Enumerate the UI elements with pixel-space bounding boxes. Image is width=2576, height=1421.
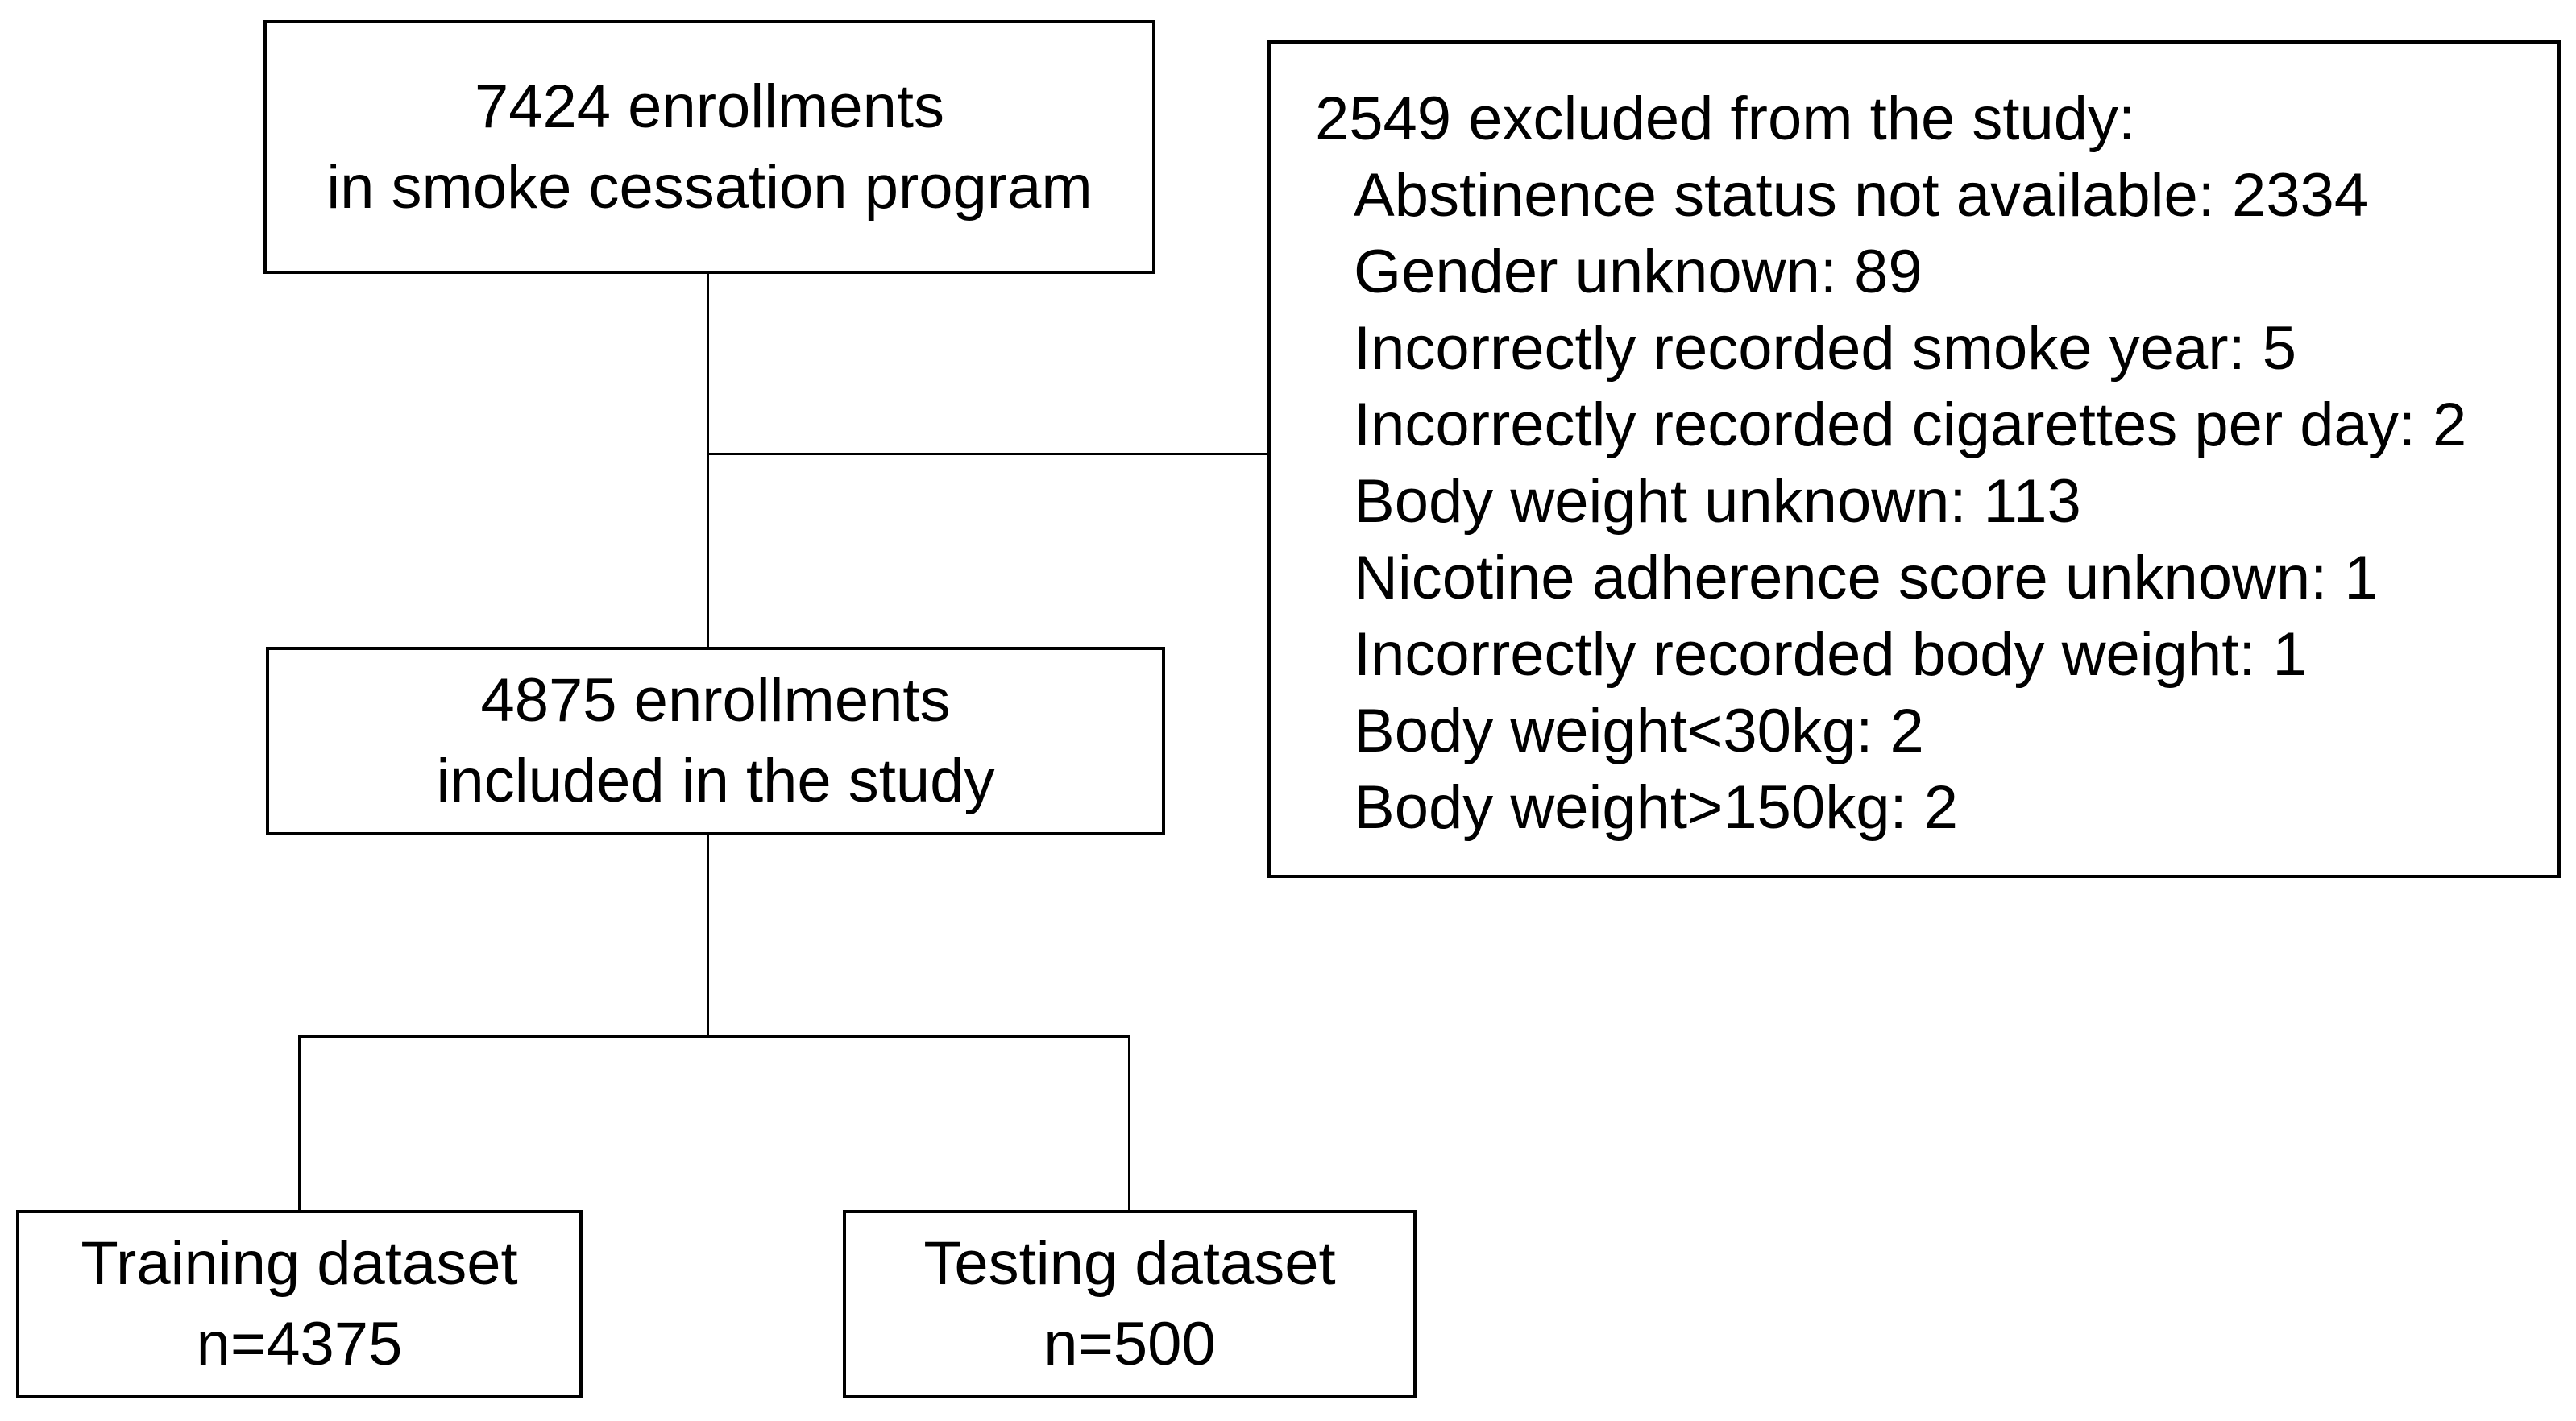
excluded-item: Incorrectly recorded body weight: 1 <box>1354 620 2307 689</box>
excluded-header: 2549 excluded from the study: <box>1315 85 2136 153</box>
connector-enrollments-to-included <box>707 272 709 648</box>
included-box: 4875 enrollments included in the study <box>266 647 1165 835</box>
excluded-item: Incorrectly recorded smoke year: 5 <box>1354 314 2297 383</box>
testing-line-1: Testing dataset <box>923 1229 1336 1298</box>
included-line-2: included in the study <box>436 747 995 815</box>
connector-branch-to-excluded <box>707 453 1267 455</box>
enrollments-line-1: 7424 enrollments <box>474 72 945 141</box>
testing-line-2: n=500 <box>1043 1310 1216 1378</box>
connector-included-to-split <box>707 835 709 1037</box>
enrollments-line-2: in smoke cessation program <box>326 152 1093 222</box>
excluded-item: Abstinence status not available: 2334 <box>1354 161 2369 230</box>
excluded-item: Gender unknown: 89 <box>1354 238 1923 306</box>
excluded-item: Body weight<30kg: 2 <box>1354 697 1924 765</box>
testing-dataset-box: Testing dataset n=500 <box>843 1210 1417 1398</box>
training-line-1: Training dataset <box>81 1229 518 1298</box>
excluded-item: Body weight>150kg: 2 <box>1354 773 1958 842</box>
included-line-1: 4875 enrollments <box>480 666 951 735</box>
excluded-item: Nicotine adherence score unknown: 1 <box>1354 544 2379 612</box>
excluded-box: 2549 excluded from the study: Abstinence… <box>1267 40 2561 878</box>
training-dataset-box: Training dataset n=4375 <box>16 1210 583 1398</box>
connector-split-to-testing <box>1128 1035 1130 1210</box>
connector-split-to-training <box>298 1035 301 1210</box>
training-line-2: n=4375 <box>196 1310 403 1378</box>
connector-split-bar <box>298 1035 1130 1038</box>
excluded-item: Body weight unknown: 113 <box>1354 467 2081 536</box>
excluded-item: Incorrectly recorded cigarettes per day:… <box>1354 391 2467 459</box>
enrollments-box: 7424 enrollments in smoke cessation prog… <box>263 20 1155 274</box>
